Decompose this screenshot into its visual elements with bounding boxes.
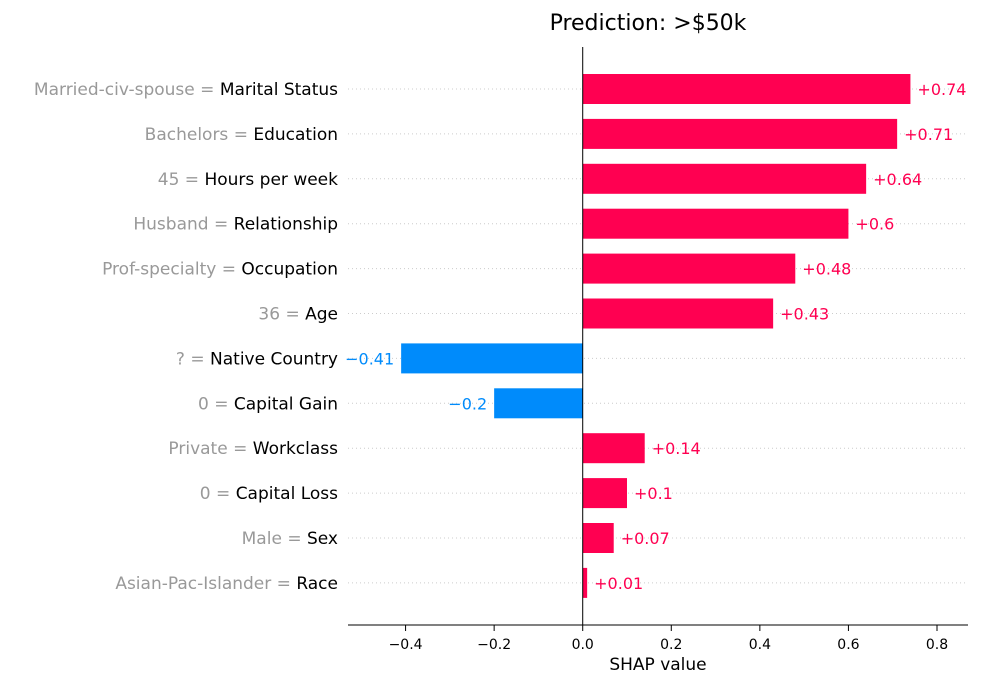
row-guides bbox=[348, 88, 968, 584]
shap-bar bbox=[582, 74, 911, 104]
equals-sign: = bbox=[179, 170, 204, 190]
shap-bar bbox=[582, 163, 867, 194]
x-tick-label: 0.4 bbox=[749, 637, 771, 653]
feature-name: Native Country bbox=[210, 349, 338, 369]
row-label: Private = Workclass bbox=[168, 439, 338, 459]
x-axis: −0.4 −0.2 0.0 0.2 0.4 0.6 0.8 bbox=[348, 624, 968, 653]
row-label: Prof-specialty = Occupation bbox=[102, 260, 338, 280]
feature-name: Workclass bbox=[253, 439, 338, 459]
feature-name: Occupation bbox=[241, 260, 338, 280]
feature-value: Husband bbox=[133, 215, 208, 235]
row-label: Married-civ-spouse = Marital Status bbox=[34, 80, 338, 100]
shap-bar bbox=[582, 433, 645, 464]
x-tick-label: −0.4 bbox=[389, 637, 423, 653]
bar-value-label: +0.74 bbox=[917, 80, 966, 99]
row-label: Male = Sex bbox=[242, 529, 338, 549]
row-label: Bachelors = Education bbox=[145, 125, 338, 145]
equals-sign: = bbox=[216, 260, 241, 280]
row-label: 0 = Capital Loss bbox=[200, 484, 338, 504]
feature-name: Marital Status bbox=[220, 80, 338, 100]
feature-value: Asian-Pac-Islander bbox=[115, 574, 271, 594]
shap-bar bbox=[582, 298, 774, 329]
equals-sign: = bbox=[282, 529, 307, 549]
shap-bar bbox=[582, 208, 849, 239]
shap-bar bbox=[401, 343, 583, 374]
bar-value-label: +0.6 bbox=[855, 215, 894, 234]
bar-value-label: +0.71 bbox=[904, 125, 953, 144]
shap-bar bbox=[582, 478, 627, 509]
equals-sign: = bbox=[185, 349, 210, 369]
row-label: 45 = Hours per week bbox=[158, 170, 338, 190]
shap-bar bbox=[582, 253, 796, 284]
row-label: Husband = Relationship bbox=[133, 215, 338, 235]
x-tick-label: 0.6 bbox=[837, 637, 859, 653]
bar-value-label: +0.64 bbox=[873, 170, 922, 189]
feature-name: Capital Gain bbox=[234, 394, 338, 414]
equals-sign: = bbox=[280, 305, 305, 325]
equals-sign: = bbox=[209, 394, 234, 414]
feature-value: 0 bbox=[200, 484, 211, 504]
feature-name: Sex bbox=[307, 529, 338, 549]
equals-sign: = bbox=[211, 484, 236, 504]
bar-value-label: −0.2 bbox=[448, 394, 487, 413]
bars bbox=[401, 74, 911, 598]
feature-name: Hours per week bbox=[204, 170, 338, 190]
equals-sign: = bbox=[195, 80, 220, 100]
row-label: 0 = Capital Gain bbox=[198, 394, 338, 414]
x-axis-label: SHAP value bbox=[609, 655, 706, 675]
feature-value: Married-civ-spouse bbox=[34, 80, 195, 100]
x-tick-label: −0.2 bbox=[477, 637, 511, 653]
x-tick-label: 0.0 bbox=[572, 637, 594, 653]
row-label: 36 = Age bbox=[258, 305, 338, 325]
feature-name: Race bbox=[296, 574, 338, 594]
equals-sign: = bbox=[209, 215, 234, 235]
equals-sign: = bbox=[228, 125, 253, 145]
feature-value: 0 bbox=[198, 394, 209, 414]
feature-value: Bachelors bbox=[145, 125, 229, 145]
shap-bar bbox=[582, 118, 898, 149]
shap-bar bbox=[494, 388, 583, 419]
feature-value: Male bbox=[242, 529, 282, 549]
shap-bar bbox=[582, 523, 614, 553]
feature-value: Private bbox=[168, 439, 227, 459]
row-label: Asian-Pac-Islander = Race bbox=[115, 574, 338, 594]
feature-value: Prof-specialty bbox=[102, 260, 216, 280]
bar-value-label: +0.43 bbox=[780, 305, 829, 324]
bar-value-label: +0.07 bbox=[621, 529, 670, 548]
row-labels: +0.74 Married-civ-spouse = Marital Status… bbox=[34, 80, 967, 594]
chart-title: Prediction: >$50k bbox=[550, 11, 747, 36]
equals-sign: = bbox=[228, 439, 253, 459]
bar-value-label: −0.41 bbox=[345, 349, 394, 368]
equals-sign: = bbox=[271, 574, 296, 594]
x-tick-label: 0.8 bbox=[926, 637, 948, 653]
feature-name: Relationship bbox=[234, 215, 338, 235]
bar-value-label: +0.1 bbox=[634, 484, 673, 503]
feature-value: 45 bbox=[158, 170, 180, 190]
x-tick-label: 0.2 bbox=[660, 637, 682, 653]
bar-value-label: +0.48 bbox=[802, 260, 851, 279]
shap-bar bbox=[582, 567, 588, 598]
feature-name: Age bbox=[305, 305, 338, 325]
row-label: ? = Native Country bbox=[176, 349, 338, 369]
feature-name: Education bbox=[253, 125, 338, 145]
feature-value: 36 bbox=[258, 305, 280, 325]
feature-name: Capital Loss bbox=[236, 484, 338, 504]
bar-value-label: +0.01 bbox=[594, 574, 643, 593]
feature-value: ? bbox=[176, 349, 185, 369]
bar-value-label: +0.14 bbox=[652, 439, 701, 458]
